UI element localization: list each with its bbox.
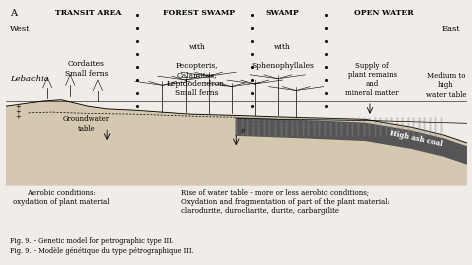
Polygon shape bbox=[6, 100, 467, 185]
Text: Medium to
high
water table: Medium to high water table bbox=[426, 72, 466, 99]
Text: Lebachia: Lebachia bbox=[10, 75, 49, 83]
Text: TRANSIT AREA: TRANSIT AREA bbox=[56, 9, 122, 17]
Polygon shape bbox=[236, 118, 467, 164]
Text: +: + bbox=[15, 108, 21, 116]
Text: Supply of
plant remains
and
mineral matter: Supply of plant remains and mineral matt… bbox=[346, 62, 399, 97]
Text: A: A bbox=[10, 9, 17, 18]
Text: with

Sphenophyllales: with Sphenophyllales bbox=[251, 43, 314, 70]
Text: SWAMP: SWAMP bbox=[265, 9, 299, 17]
Text: Aerobic conditions:
oxydation of plant material: Aerobic conditions: oxydation of plant m… bbox=[13, 189, 109, 206]
Text: P: P bbox=[241, 129, 245, 134]
Text: West: West bbox=[10, 25, 31, 33]
Text: with

Pecopteris,
Calamites,
Lepidodendron,
Small ferns: with Pecopteris, Calamites, Lepidodendro… bbox=[167, 43, 228, 97]
Text: Fig. 9. - Genetic model for petrographic type III.
Fig. 9. - Modèle génétique du: Fig. 9. - Genetic model for petrographic… bbox=[10, 237, 194, 255]
Text: Rise of water table - more or less aerobic conditions;
Oxydation and fragmentati: Rise of water table - more or less aerob… bbox=[181, 189, 390, 215]
Text: +: + bbox=[15, 113, 21, 121]
Text: Groundwater
table: Groundwater table bbox=[63, 116, 110, 133]
Text: Cordaites
Small ferns: Cordaites Small ferns bbox=[65, 60, 108, 78]
Text: +: + bbox=[15, 103, 21, 111]
Text: High ash coal: High ash coal bbox=[389, 130, 443, 149]
Text: East: East bbox=[441, 25, 460, 33]
Text: FOREST SWAMP: FOREST SWAMP bbox=[163, 9, 236, 17]
Text: OPEN WATER: OPEN WATER bbox=[354, 9, 413, 17]
